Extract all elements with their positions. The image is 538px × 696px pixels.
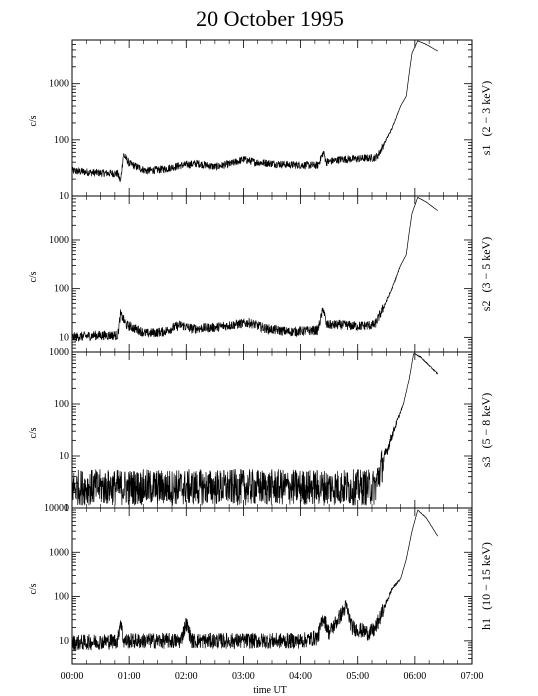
y-tick-label: 100 <box>54 399 69 410</box>
series-line-s1 <box>71 40 438 182</box>
y-axis-label: c/s <box>28 427 39 438</box>
panel-label: s3 (5 − 8 keV) <box>479 393 493 467</box>
x-tick-label: 04:00 <box>289 671 312 682</box>
series-line-h1 <box>71 509 438 651</box>
panel-s3: 1 10 100 1000 c/s s3 (5 − 8 keV) <box>28 347 493 514</box>
series-line-s2 <box>71 196 438 342</box>
y-tick-label: 100 <box>54 135 69 146</box>
y-tick-label: 1000 <box>49 235 69 246</box>
y-tick-label: 1000 <box>49 547 69 558</box>
x-axis-label: time UT <box>253 685 287 696</box>
y-tick-label: 10 <box>59 451 69 462</box>
x-tick-label: 07:00 <box>461 671 484 682</box>
x-tick-label: 00:00 <box>61 671 84 682</box>
x-tick-label: 06:00 <box>403 671 426 682</box>
band-label: (10 − 15 keV) <box>479 542 493 610</box>
panel-s2: 10 100 1000 c/s s2 (3 − 5 keV) <box>28 195 493 353</box>
y-axis-label: c/s <box>28 115 39 126</box>
channel-label: s1 <box>479 145 493 156</box>
band-label: (2 − 3 keV) <box>479 81 493 137</box>
x-tick-label: 02:00 <box>175 671 198 682</box>
panel-label: h1 (10 − 15 keV) <box>479 542 493 630</box>
band-label: (5 − 8 keV) <box>479 393 493 449</box>
panel-s1: 10 100 1000 c/s s1 (2 − 3 keV) <box>28 39 493 202</box>
panels-group: 10 100 1000 c/s s1 (2 − 3 keV) 10 100 1000 c/s s2 (… <box>28 39 493 665</box>
channel-label: s2 <box>479 301 493 312</box>
y-tick-label: 100 <box>54 592 69 603</box>
y-axis-label: c/s <box>28 271 39 282</box>
y-tick-label: 10 <box>59 332 69 343</box>
y-tick-label: 100 <box>54 284 69 295</box>
x-tick-label: 03:00 <box>232 671 255 682</box>
y-axis-label: c/s <box>28 583 39 594</box>
panel-label: s1 (2 − 3 keV) <box>479 81 493 155</box>
y-tick-label: 1 <box>64 503 69 514</box>
x-tick-label: 01:00 <box>118 671 141 682</box>
panel-h1: 10 100 1000 10000 c/s h1 (10 − 15 keV) <box>28 503 493 665</box>
y-tick-label: 10 <box>59 636 69 647</box>
channel-label: s3 <box>479 457 493 468</box>
y-tick-label: 1000 <box>49 79 69 90</box>
panel-label: s2 (3 − 5 keV) <box>479 237 493 311</box>
x-axis: 00:00 01:00 02:00 03:00 04:00 05:00 06:00 07:00 <box>61 671 484 682</box>
y-tick-label: 10000 <box>44 503 69 514</box>
band-label: (3 − 5 keV) <box>479 237 493 293</box>
y-tick-label: 1000 <box>49 347 69 358</box>
y-tick-label: 10 <box>59 191 69 202</box>
panel-frame <box>71 39 473 197</box>
series-line-s3 <box>71 353 439 506</box>
channel-label: h1 <box>479 618 493 630</box>
x-tick-label: 05:00 <box>346 671 369 682</box>
chart-title: 20 October 1995 <box>196 6 344 31</box>
